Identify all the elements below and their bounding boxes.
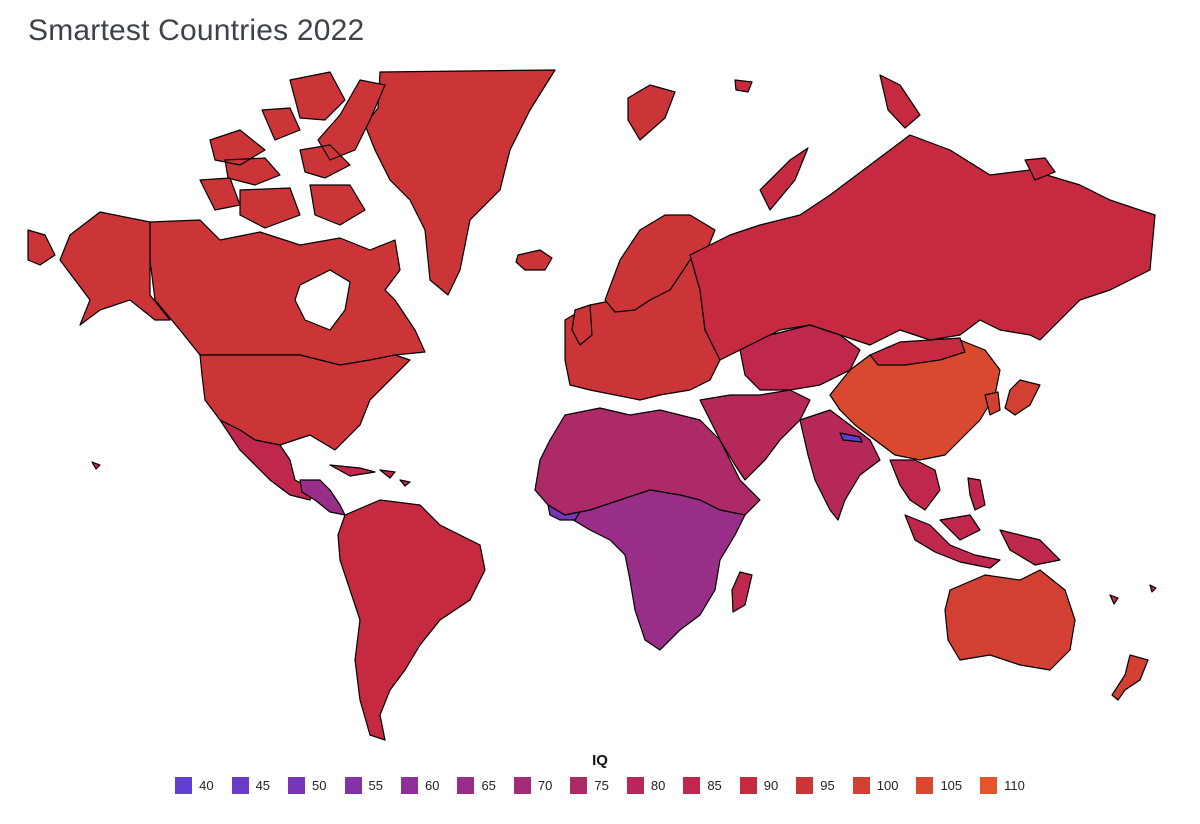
- region-hudson-bay: [294, 269, 351, 331]
- region-south-america[interactable]: [337, 499, 486, 741]
- region-novaya-zemlya[interactable]: [759, 147, 809, 211]
- region-japan[interactable]: [984, 379, 1041, 416]
- legend-item[interactable]: 80: [626, 777, 666, 794]
- region-nepal[interactable]: [839, 432, 863, 443]
- legend-item[interactable]: 70: [513, 777, 553, 794]
- legend-swatch: [288, 777, 306, 794]
- region-indonesia[interactable]: [904, 514, 1061, 569]
- legend-swatch: [739, 777, 757, 794]
- legend-swatch: [457, 777, 475, 794]
- legend-swatch: [683, 777, 701, 794]
- region-svalbard[interactable]: [627, 84, 676, 141]
- legend-item[interactable]: 100: [852, 777, 899, 794]
- region-caribbean[interactable]: [329, 464, 411, 487]
- legend-label: 50: [312, 778, 327, 793]
- legend-label: 90: [763, 778, 779, 793]
- legend-item[interactable]: 55: [344, 777, 383, 794]
- legend: IQ 40 45 50 55 60 65 70 75 80 85 90 95 100 105 110: [0, 752, 1200, 794]
- legend-title: IQ: [592, 752, 608, 769]
- region-mongolia[interactable]: [869, 337, 966, 366]
- region-madagascar[interactable]: [731, 571, 753, 613]
- legend-label: 40: [199, 778, 214, 793]
- legend-label: 60: [424, 778, 440, 793]
- region-australia[interactable]: [944, 569, 1076, 671]
- legend-label: 80: [650, 778, 666, 793]
- map-title: Smartest Countries 2022: [28, 14, 365, 47]
- legend-swatch: [513, 777, 531, 794]
- region-greenland[interactable]: [364, 69, 556, 296]
- legend-label: 95: [820, 778, 835, 793]
- legend-items: 40 45 50 55 60 65 70 75 80 85 90 95 100 105 110: [0, 777, 1200, 794]
- region-subsaharan-africa[interactable]: [564, 489, 746, 651]
- region-russia[interactable]: [689, 134, 1156, 361]
- legend-label: 70: [537, 778, 553, 793]
- legend-swatch: [626, 777, 644, 794]
- legend-item[interactable]: 60: [400, 777, 440, 794]
- legend-item[interactable]: 90: [739, 777, 779, 794]
- legend-label: 55: [368, 778, 383, 793]
- legend-label: 65: [481, 778, 496, 793]
- legend-swatch: [175, 777, 193, 794]
- legend-item[interactable]: 50: [288, 777, 327, 794]
- legend-item[interactable]: 45: [231, 777, 271, 794]
- legend-label: 100: [876, 778, 899, 793]
- legend-swatch: [980, 777, 998, 794]
- legend-label: 45: [255, 778, 271, 793]
- legend-swatch: [400, 777, 418, 794]
- legend-swatch: [852, 777, 870, 794]
- legend-label: 85: [707, 778, 722, 793]
- region-canada[interactable]: [149, 219, 426, 366]
- region-small-islands[interactable]: [91, 79, 1157, 605]
- region-siberian-islands[interactable]: [879, 74, 1056, 181]
- region-west-africa[interactable]: [547, 504, 581, 521]
- region-middle-east[interactable]: [699, 389, 811, 481]
- legend-swatch: [570, 777, 588, 794]
- legend-swatch: [796, 777, 814, 794]
- legend-swatch: [916, 777, 934, 794]
- legend-item[interactable]: 40: [175, 777, 214, 794]
- region-new-zealand[interactable]: [1111, 654, 1149, 701]
- legend-label: 110: [1004, 778, 1025, 793]
- region-uk[interactable]: [571, 304, 593, 346]
- legend-swatch: [344, 777, 362, 794]
- world-map: [27, 69, 1157, 741]
- legend-item[interactable]: 85: [683, 777, 722, 794]
- legend-item[interactable]: 110: [980, 777, 1025, 794]
- region-iceland[interactable]: [515, 249, 553, 271]
- region-philippines[interactable]: [967, 477, 986, 511]
- region-alaska[interactable]: [59, 211, 171, 326]
- region-southeast-asia[interactable]: [889, 459, 941, 511]
- legend-label: 75: [594, 778, 609, 793]
- legend-item[interactable]: 95: [796, 777, 835, 794]
- legend-item[interactable]: 75: [570, 777, 609, 794]
- legend-item[interactable]: 65: [457, 777, 496, 794]
- region-chukotka[interactable]: [27, 229, 56, 266]
- region-arctic-islands[interactable]: [199, 71, 386, 229]
- legend-label: 105: [940, 778, 963, 793]
- legend-swatch: [231, 777, 249, 794]
- legend-item[interactable]: 105: [916, 777, 962, 794]
